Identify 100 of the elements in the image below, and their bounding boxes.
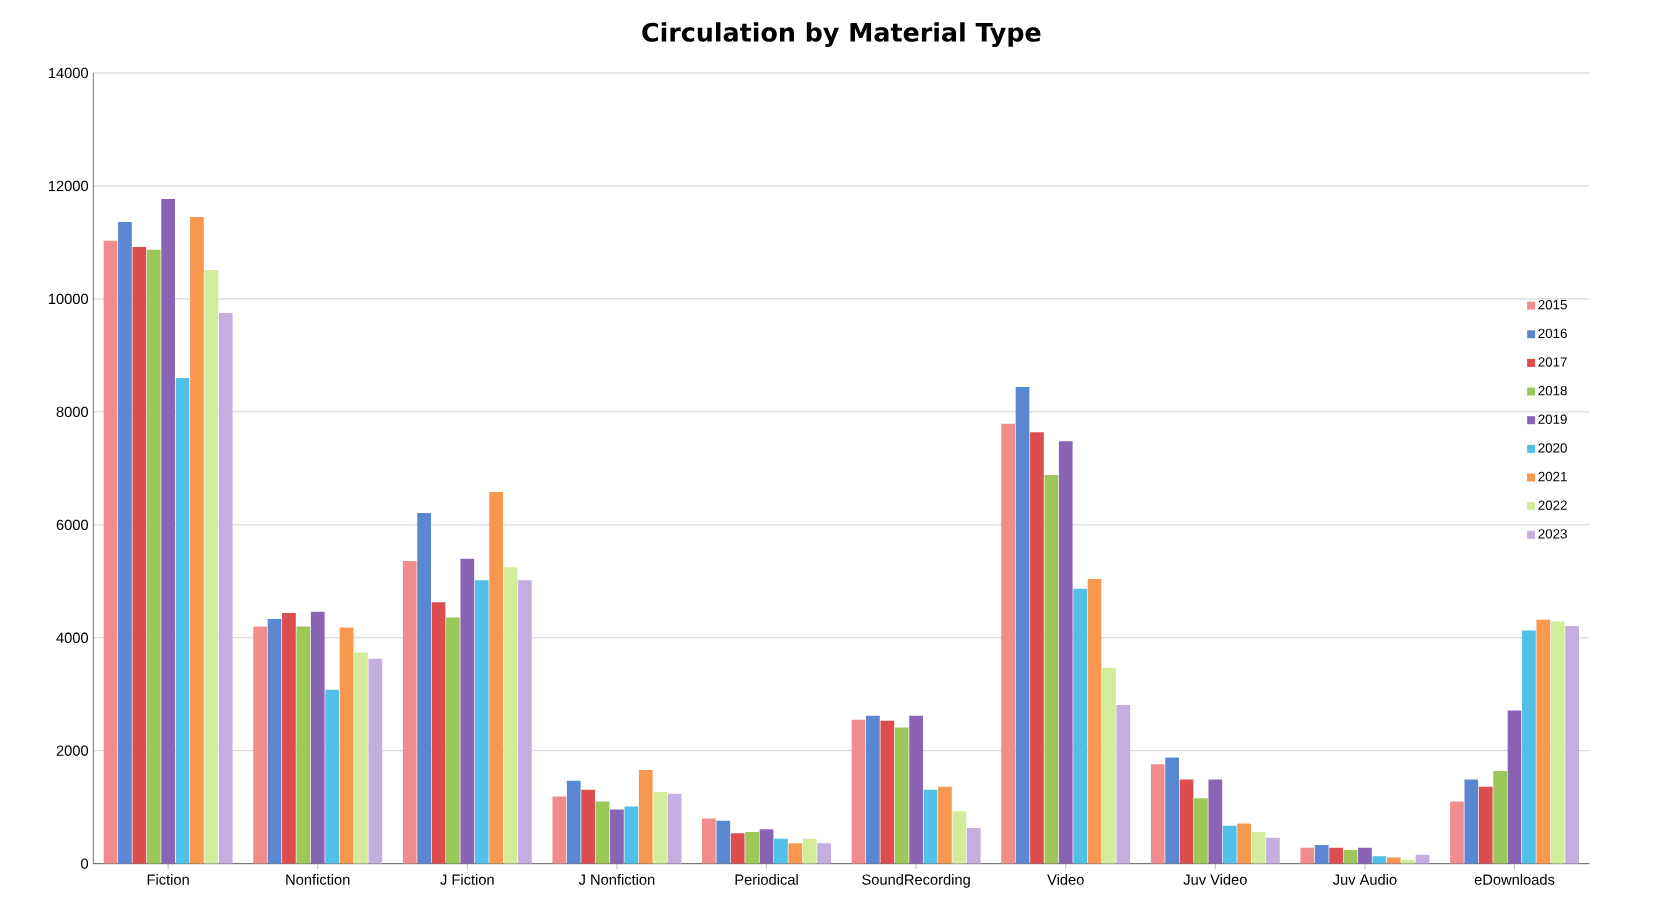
- bar: [1165, 757, 1179, 864]
- bar: [474, 580, 489, 864]
- bar: [774, 838, 788, 864]
- bar: [1329, 847, 1343, 864]
- bar: [431, 602, 446, 864]
- bar: [1179, 779, 1194, 864]
- bar: [1372, 856, 1387, 864]
- bar: [552, 796, 567, 864]
- bar: [460, 558, 475, 864]
- bar: [417, 512, 431, 864]
- bar: [132, 246, 147, 864]
- bar: [966, 828, 981, 864]
- bar: [866, 715, 880, 864]
- bar: [1237, 823, 1251, 864]
- bar: [1208, 779, 1223, 864]
- chart-title: Circulation by Material Type: [642, 22, 1041, 47]
- x-tick-label: J Nonfiction: [578, 874, 655, 885]
- bar: [161, 198, 175, 864]
- bar: [103, 240, 118, 864]
- bar: [1150, 764, 1165, 864]
- bar: [667, 793, 682, 864]
- bar: [1194, 798, 1208, 864]
- bar: [851, 719, 866, 864]
- bar: [1536, 619, 1551, 864]
- bar: [402, 560, 417, 864]
- bar: [1251, 832, 1266, 864]
- bar: [788, 843, 803, 864]
- bar: [802, 838, 817, 864]
- bar: [1030, 432, 1044, 864]
- legend-label: 2015: [1538, 299, 1567, 310]
- x-tick-label: eDownloads: [1474, 874, 1555, 885]
- legend-label: 2021: [1538, 471, 1567, 482]
- bar: [1058, 441, 1073, 864]
- y-tick-label: 6000: [56, 519, 89, 530]
- bar: [624, 806, 639, 864]
- legend-label: 2023: [1538, 529, 1567, 539]
- bar: [310, 611, 325, 864]
- y-tick-label: 8000: [56, 406, 89, 418]
- bar: [1343, 850, 1358, 864]
- bar: [118, 222, 132, 864]
- y-tick-label: 2000: [56, 745, 89, 756]
- bar: [1001, 423, 1015, 864]
- bar: [503, 567, 518, 864]
- bar: [1493, 771, 1507, 864]
- x-tick-label: Juv Audio: [1332, 874, 1397, 885]
- bar: [716, 820, 731, 864]
- bar: [909, 715, 923, 864]
- bar: [1507, 710, 1522, 864]
- bar: [1073, 588, 1087, 864]
- bar: [1450, 801, 1464, 864]
- bar: [1222, 825, 1237, 864]
- bar: [938, 786, 952, 864]
- bar: [702, 818, 716, 864]
- bar: [1102, 667, 1116, 864]
- bar: [1015, 387, 1030, 864]
- bar: [1565, 625, 1579, 864]
- bar: [1522, 630, 1536, 864]
- bar: [581, 789, 595, 864]
- bar: [880, 720, 895, 864]
- y-tick-label: 0: [81, 858, 89, 869]
- bar: [730, 833, 745, 864]
- bar: [817, 843, 831, 864]
- legend-label: 2019: [1538, 414, 1567, 424]
- bar: [489, 492, 503, 864]
- bar: [1478, 786, 1493, 864]
- legend-label: 2020: [1538, 443, 1567, 453]
- bar: [745, 832, 759, 864]
- bar: [759, 829, 774, 864]
- x-tick-label: Periodical: [735, 874, 798, 885]
- legend-label: 2017: [1538, 357, 1567, 367]
- bar: [638, 769, 653, 864]
- x-tick-label: Juv Video: [1183, 874, 1247, 885]
- bar: [339, 627, 354, 864]
- bar: [1087, 579, 1102, 864]
- bar: [218, 313, 233, 864]
- bar: [175, 377, 190, 864]
- bar: [1550, 621, 1565, 864]
- x-tick-label: Nonfiction: [286, 874, 350, 885]
- bar: [952, 811, 967, 864]
- bar: [368, 658, 383, 864]
- bar: [1300, 847, 1315, 864]
- bar: [282, 612, 296, 864]
- bar: [894, 727, 909, 864]
- bar: [446, 617, 460, 864]
- bar: [518, 580, 532, 864]
- y-tick-label: 14000: [48, 67, 89, 79]
- bar: [1116, 704, 1131, 864]
- bar: [1464, 779, 1479, 864]
- bar: [190, 217, 204, 864]
- bar: [253, 626, 267, 864]
- bar: [610, 809, 624, 864]
- bar: [1266, 837, 1280, 864]
- y-tick-label: 12000: [48, 180, 89, 192]
- bar: [653, 791, 667, 864]
- bar: [354, 652, 368, 864]
- bar: [204, 270, 219, 864]
- bar: [296, 626, 311, 864]
- x-tick-label: Video: [1047, 874, 1084, 885]
- bar: [1044, 475, 1059, 864]
- bar: [267, 619, 282, 864]
